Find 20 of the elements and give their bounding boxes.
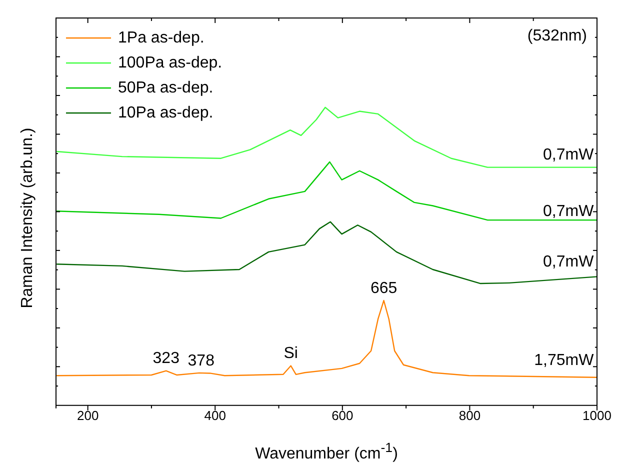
x-tick-label: 800 <box>458 408 481 423</box>
annotation: Si <box>284 345 298 362</box>
x-axis-title: Wavenumber (cm$^{-1}$) <box>254 440 399 463</box>
annotation: 0,7mW <box>543 146 595 164</box>
legend-label: 1Pa as-dep. <box>118 29 204 46</box>
annotation: 1,75mW <box>534 352 595 370</box>
annotation: 378 <box>188 352 215 370</box>
annotation: 0,7mW <box>543 254 595 271</box>
text: (532nm) <box>527 27 587 44</box>
legend-label: 100Pa as-dep. <box>118 54 222 72</box>
annotation: 665 <box>370 280 398 297</box>
annotation: 323 <box>152 350 180 368</box>
x-tick-label: 1000 <box>582 408 612 423</box>
y-axis-title: Raman Intensity (arb.un.) <box>19 128 37 308</box>
legend-label: 10Pa as-dep. <box>118 104 214 122</box>
x-tick-label: 600 <box>332 408 354 423</box>
x-tick-label: 200 <box>76 408 99 423</box>
x-tick-label: 400 <box>204 408 226 423</box>
legend-label: 50Pa as-dep. <box>118 79 214 96</box>
annotation: 0,7mW <box>543 203 595 220</box>
